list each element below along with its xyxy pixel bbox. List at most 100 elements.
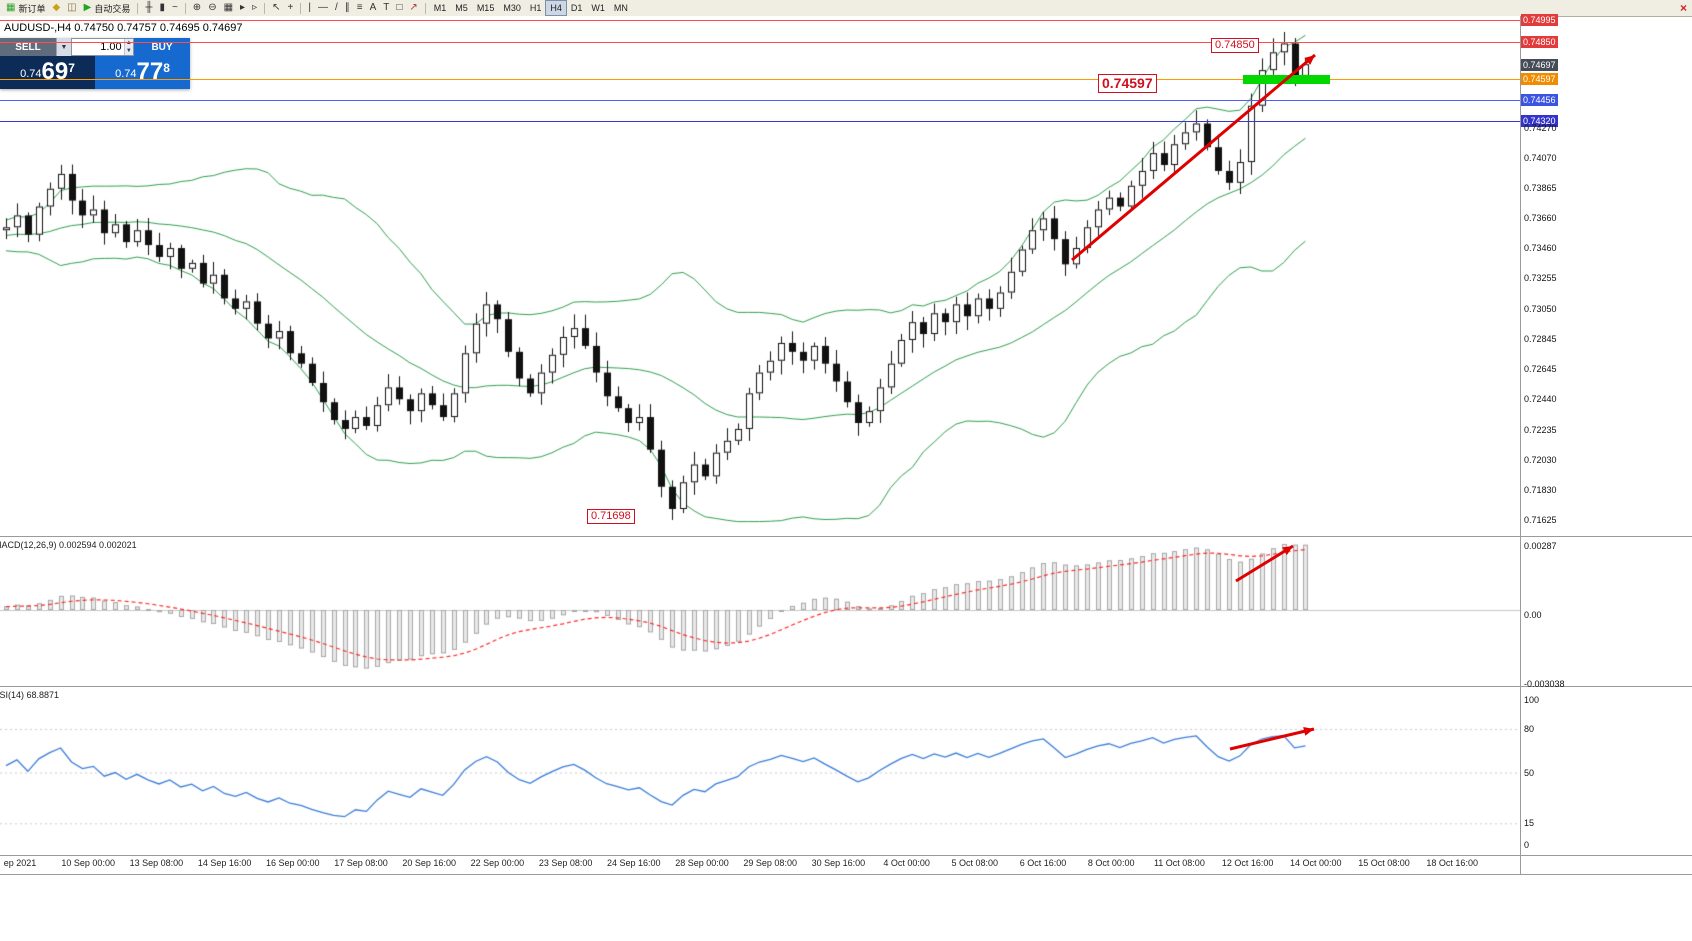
support-line-74320[interactable] bbox=[0, 121, 1520, 122]
timeframe-mn-button[interactable]: MN bbox=[613, 3, 628, 13]
bar-chart-button[interactable]: ╫ bbox=[142, 1, 155, 16]
channel-tool-button[interactable]: ∥ bbox=[342, 1, 353, 16]
time-axis-label: 4 Oct 00:00 bbox=[883, 858, 930, 868]
time-axis-label: 17 Sep 08:00 bbox=[334, 858, 388, 868]
channel-icon: ∥ bbox=[344, 2, 350, 13]
timeframe-d1-button[interactable]: D1 bbox=[570, 3, 583, 13]
price-callout-74597[interactable]: 0.74597 bbox=[1098, 74, 1157, 93]
resistance-line-74850[interactable] bbox=[0, 42, 1520, 43]
cursor-icon: ↖ bbox=[272, 2, 281, 13]
axis-separator bbox=[1520, 16, 1521, 874]
volume-spin-up-button[interactable]: ▲ bbox=[124, 39, 133, 47]
price-badge-074320: 0.74320 bbox=[1521, 114, 1558, 127]
time-axis-label: 18 Oct 16:00 bbox=[1426, 858, 1478, 868]
text-tool-button[interactable]: A bbox=[367, 1, 380, 16]
time-axis-label: 16 Sep 00:00 bbox=[266, 858, 320, 868]
line-chart-button[interactable]: ~ bbox=[169, 1, 181, 16]
crosshair-tool-button[interactable]: + bbox=[284, 1, 296, 16]
support-line-74597[interactable] bbox=[0, 79, 1520, 80]
support-line-74456[interactable] bbox=[0, 100, 1520, 101]
indicators-list-button[interactable]: ◆ bbox=[49, 1, 63, 16]
price-badge-074697: 0.74697 bbox=[1521, 58, 1558, 71]
toolbar-separator bbox=[137, 2, 139, 14]
sell-price[interactable]: 0.74 69 7 bbox=[0, 56, 95, 89]
toolbar-group: | — / ∥ ≡ A T □ ↗ bbox=[305, 1, 420, 16]
price-badge-074597: 0.74597 bbox=[1521, 73, 1558, 86]
volume-input[interactable] bbox=[72, 39, 124, 55]
time-axis-label: 11 Oct 08:00 bbox=[1153, 858, 1205, 868]
tile-windows-icon: ▦ bbox=[223, 2, 234, 13]
horizontal-line-tool-button[interactable]: — bbox=[315, 1, 331, 16]
timeframe-m5-button[interactable]: M5 bbox=[455, 3, 468, 13]
main-chart-canvas[interactable] bbox=[0, 16, 1520, 536]
profiles-button[interactable]: ◫ bbox=[64, 1, 79, 16]
timeframe-w1-button[interactable]: W1 bbox=[591, 3, 605, 13]
time-axis-label: 29 Sep 08:00 bbox=[743, 858, 797, 868]
timeframe-h1-button[interactable]: H1 bbox=[529, 3, 542, 13]
buy-price-sup: 8 bbox=[163, 61, 170, 75]
macd-panel-canvas[interactable] bbox=[0, 537, 1520, 686]
price-tick: 0.73460 bbox=[1524, 243, 1557, 254]
shapes-tool-button[interactable]: □ bbox=[393, 1, 405, 16]
one-click-trade-panel: SELL ▼ ▲ ▼ BUY 0.74 69 7 0.74 77 8 bbox=[0, 38, 190, 89]
label-tool-button[interactable]: T bbox=[380, 1, 392, 16]
time-axis-label: 12 Oct 16:00 bbox=[1221, 858, 1274, 868]
price-tick: 0.74270 bbox=[1524, 122, 1557, 133]
price-tick: 0.73660 bbox=[1524, 213, 1557, 224]
time-axis-label: 23 Sep 08:00 bbox=[538, 858, 593, 868]
auto-trading-button[interactable]: ▶ 自动交易 bbox=[81, 1, 134, 16]
price-tick: 0.71625 bbox=[1524, 515, 1557, 526]
zoom-in-button[interactable]: ⊕ bbox=[190, 1, 204, 16]
indicators-icon: ◆ bbox=[52, 2, 61, 13]
line-chart-icon: ~ bbox=[171, 2, 178, 13]
chart-shift-button[interactable]: ▹ bbox=[249, 1, 260, 16]
auto-scroll-button[interactable]: ▸ bbox=[237, 1, 248, 16]
candlestick-chart-button[interactable]: ▮ bbox=[156, 1, 168, 16]
timeframe-m1-button[interactable]: M1 bbox=[433, 3, 447, 13]
price-callout-71698[interactable]: 0.71698 bbox=[587, 509, 635, 524]
timeframe-h4-button[interactable]: H4 bbox=[545, 0, 567, 16]
rsi-panel-canvas[interactable] bbox=[0, 687, 1520, 855]
volume-dropdown-button[interactable]: ▼ bbox=[56, 38, 71, 56]
rsi-axis-label: 80 bbox=[1524, 724, 1535, 734]
tile-windows-button[interactable]: ▦ bbox=[221, 1, 236, 16]
time-axis[interactable]: ep 2021 10 Sep 00:00 13 Sep 08:00 14 Sep 16… bbox=[0, 856, 1520, 874]
toolbar-separator bbox=[264, 2, 266, 14]
time-axis-label: 8 Oct 00:00 bbox=[1087, 858, 1135, 868]
sell-price-big: 69 bbox=[41, 58, 69, 85]
resistance-line-74995[interactable] bbox=[0, 20, 1520, 21]
label-icon: T bbox=[383, 2, 390, 13]
close-chart-button[interactable]: × bbox=[1679, 1, 1687, 15]
fibonacci-icon: ≡ bbox=[356, 2, 363, 13]
arrow-icon: ↗ bbox=[409, 2, 418, 13]
price-tick: 0.71830 bbox=[1524, 484, 1557, 495]
volume-spin-down-button[interactable]: ▼ bbox=[124, 47, 133, 55]
fibonacci-tool-button[interactable]: ≡ bbox=[354, 1, 366, 16]
buy-button[interactable]: BUY bbox=[134, 38, 190, 56]
cursor-tool-button[interactable]: ↖ bbox=[269, 1, 283, 16]
sell-button[interactable]: SELL bbox=[0, 38, 56, 56]
price-callout-74850[interactable]: 0.74850 bbox=[1211, 38, 1259, 53]
buy-price[interactable]: 0.74 77 8 bbox=[95, 56, 190, 89]
price-badge-074456: 0.74456 bbox=[1521, 94, 1558, 107]
time-axis-label: 14 Sep 16:00 bbox=[197, 858, 252, 868]
profiles-icon: ◫ bbox=[67, 2, 77, 13]
arrows-tool-button[interactable]: ↗ bbox=[406, 1, 420, 16]
new-order-button[interactable]: ▦ 新订单 bbox=[3, 1, 48, 16]
price-axis[interactable]: 0.74995 0.74850 0.74697 0.74597 0.74456 0.743… bbox=[1520, 14, 1692, 874]
timeframe-m30-button[interactable]: M30 bbox=[503, 3, 521, 13]
toolbar-separator bbox=[300, 2, 302, 14]
rsi-axis-label: 50 bbox=[1524, 767, 1535, 778]
bar-chart-icon: ╫ bbox=[145, 2, 153, 13]
timeframe-m15-button[interactable]: M15 bbox=[476, 3, 495, 13]
trendline-tool-button[interactable]: / bbox=[332, 1, 341, 16]
vertical-line-tool-button[interactable]: | bbox=[305, 1, 314, 16]
time-axis-label: 15 Oct 08:00 bbox=[1358, 858, 1410, 868]
time-axis-label: 22 Sep 00:00 bbox=[470, 858, 525, 868]
support-zone-rectangle[interactable] bbox=[1243, 75, 1330, 84]
time-axis-label: 24 Sep 16:00 bbox=[607, 858, 661, 868]
zoom-out-button[interactable]: ⊖ bbox=[205, 1, 219, 16]
rsi-axis-label: 100 bbox=[1524, 695, 1540, 705]
horizontal-line-icon: — bbox=[317, 2, 328, 13]
